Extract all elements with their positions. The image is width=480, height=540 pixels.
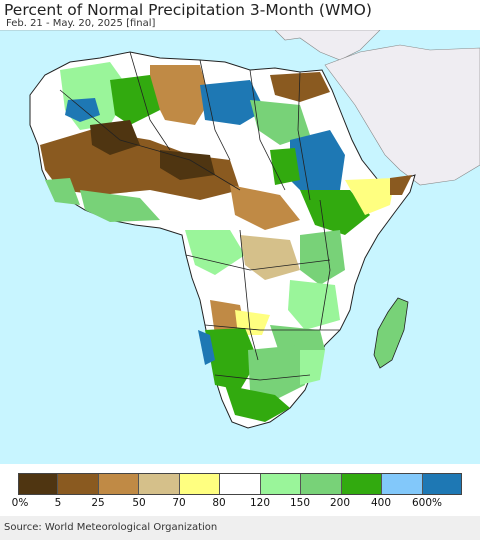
legend-swatch	[57, 473, 98, 495]
source-footer: Source: World Meteorological Organizatio…	[0, 516, 480, 540]
legend-tick-label: 400	[370, 497, 392, 509]
source-text: Source: World Meteorological Organizatio…	[4, 522, 218, 533]
legend-swatch	[381, 473, 422, 495]
legend-swatch	[18, 473, 58, 495]
legend-swatch	[138, 473, 179, 495]
map-subtitle: Feb. 21 - May. 20, 2025 [final]	[6, 18, 156, 29]
madagascar	[373, 297, 409, 369]
legend-tick-label: 200	[329, 497, 351, 509]
europe-land	[0, 30, 381, 61]
legend-tick-labels: 0% 5 25 50 70 80 120 150 200 400 600%	[0, 497, 480, 511]
middle-east-land	[324, 44, 480, 186]
legend-swatch	[300, 473, 341, 495]
color-legend	[18, 473, 462, 495]
legend-swatch	[259, 473, 301, 495]
legend-tick-label: 150	[289, 497, 311, 509]
legend-tick-label: 600%	[411, 497, 443, 509]
legend-tick-label: 5	[54, 497, 62, 509]
precipitation-map	[0, 30, 480, 464]
legend-swatch	[178, 473, 220, 495]
legend-tick-label: 120	[249, 497, 271, 509]
legend-tick-label: 80	[212, 497, 226, 509]
legend-swatch	[97, 473, 139, 495]
legend-tick-label: 50	[132, 497, 146, 509]
legend-tick-label: 70	[172, 497, 186, 509]
map-title: Percent of Normal Precipitation 3-Month …	[4, 1, 372, 19]
legend-tick-label: 0%	[11, 497, 29, 509]
legend-swatch	[219, 473, 260, 495]
legend-swatch	[340, 473, 382, 495]
legend-swatch	[421, 473, 462, 495]
legend-tick-label: 25	[91, 497, 105, 509]
